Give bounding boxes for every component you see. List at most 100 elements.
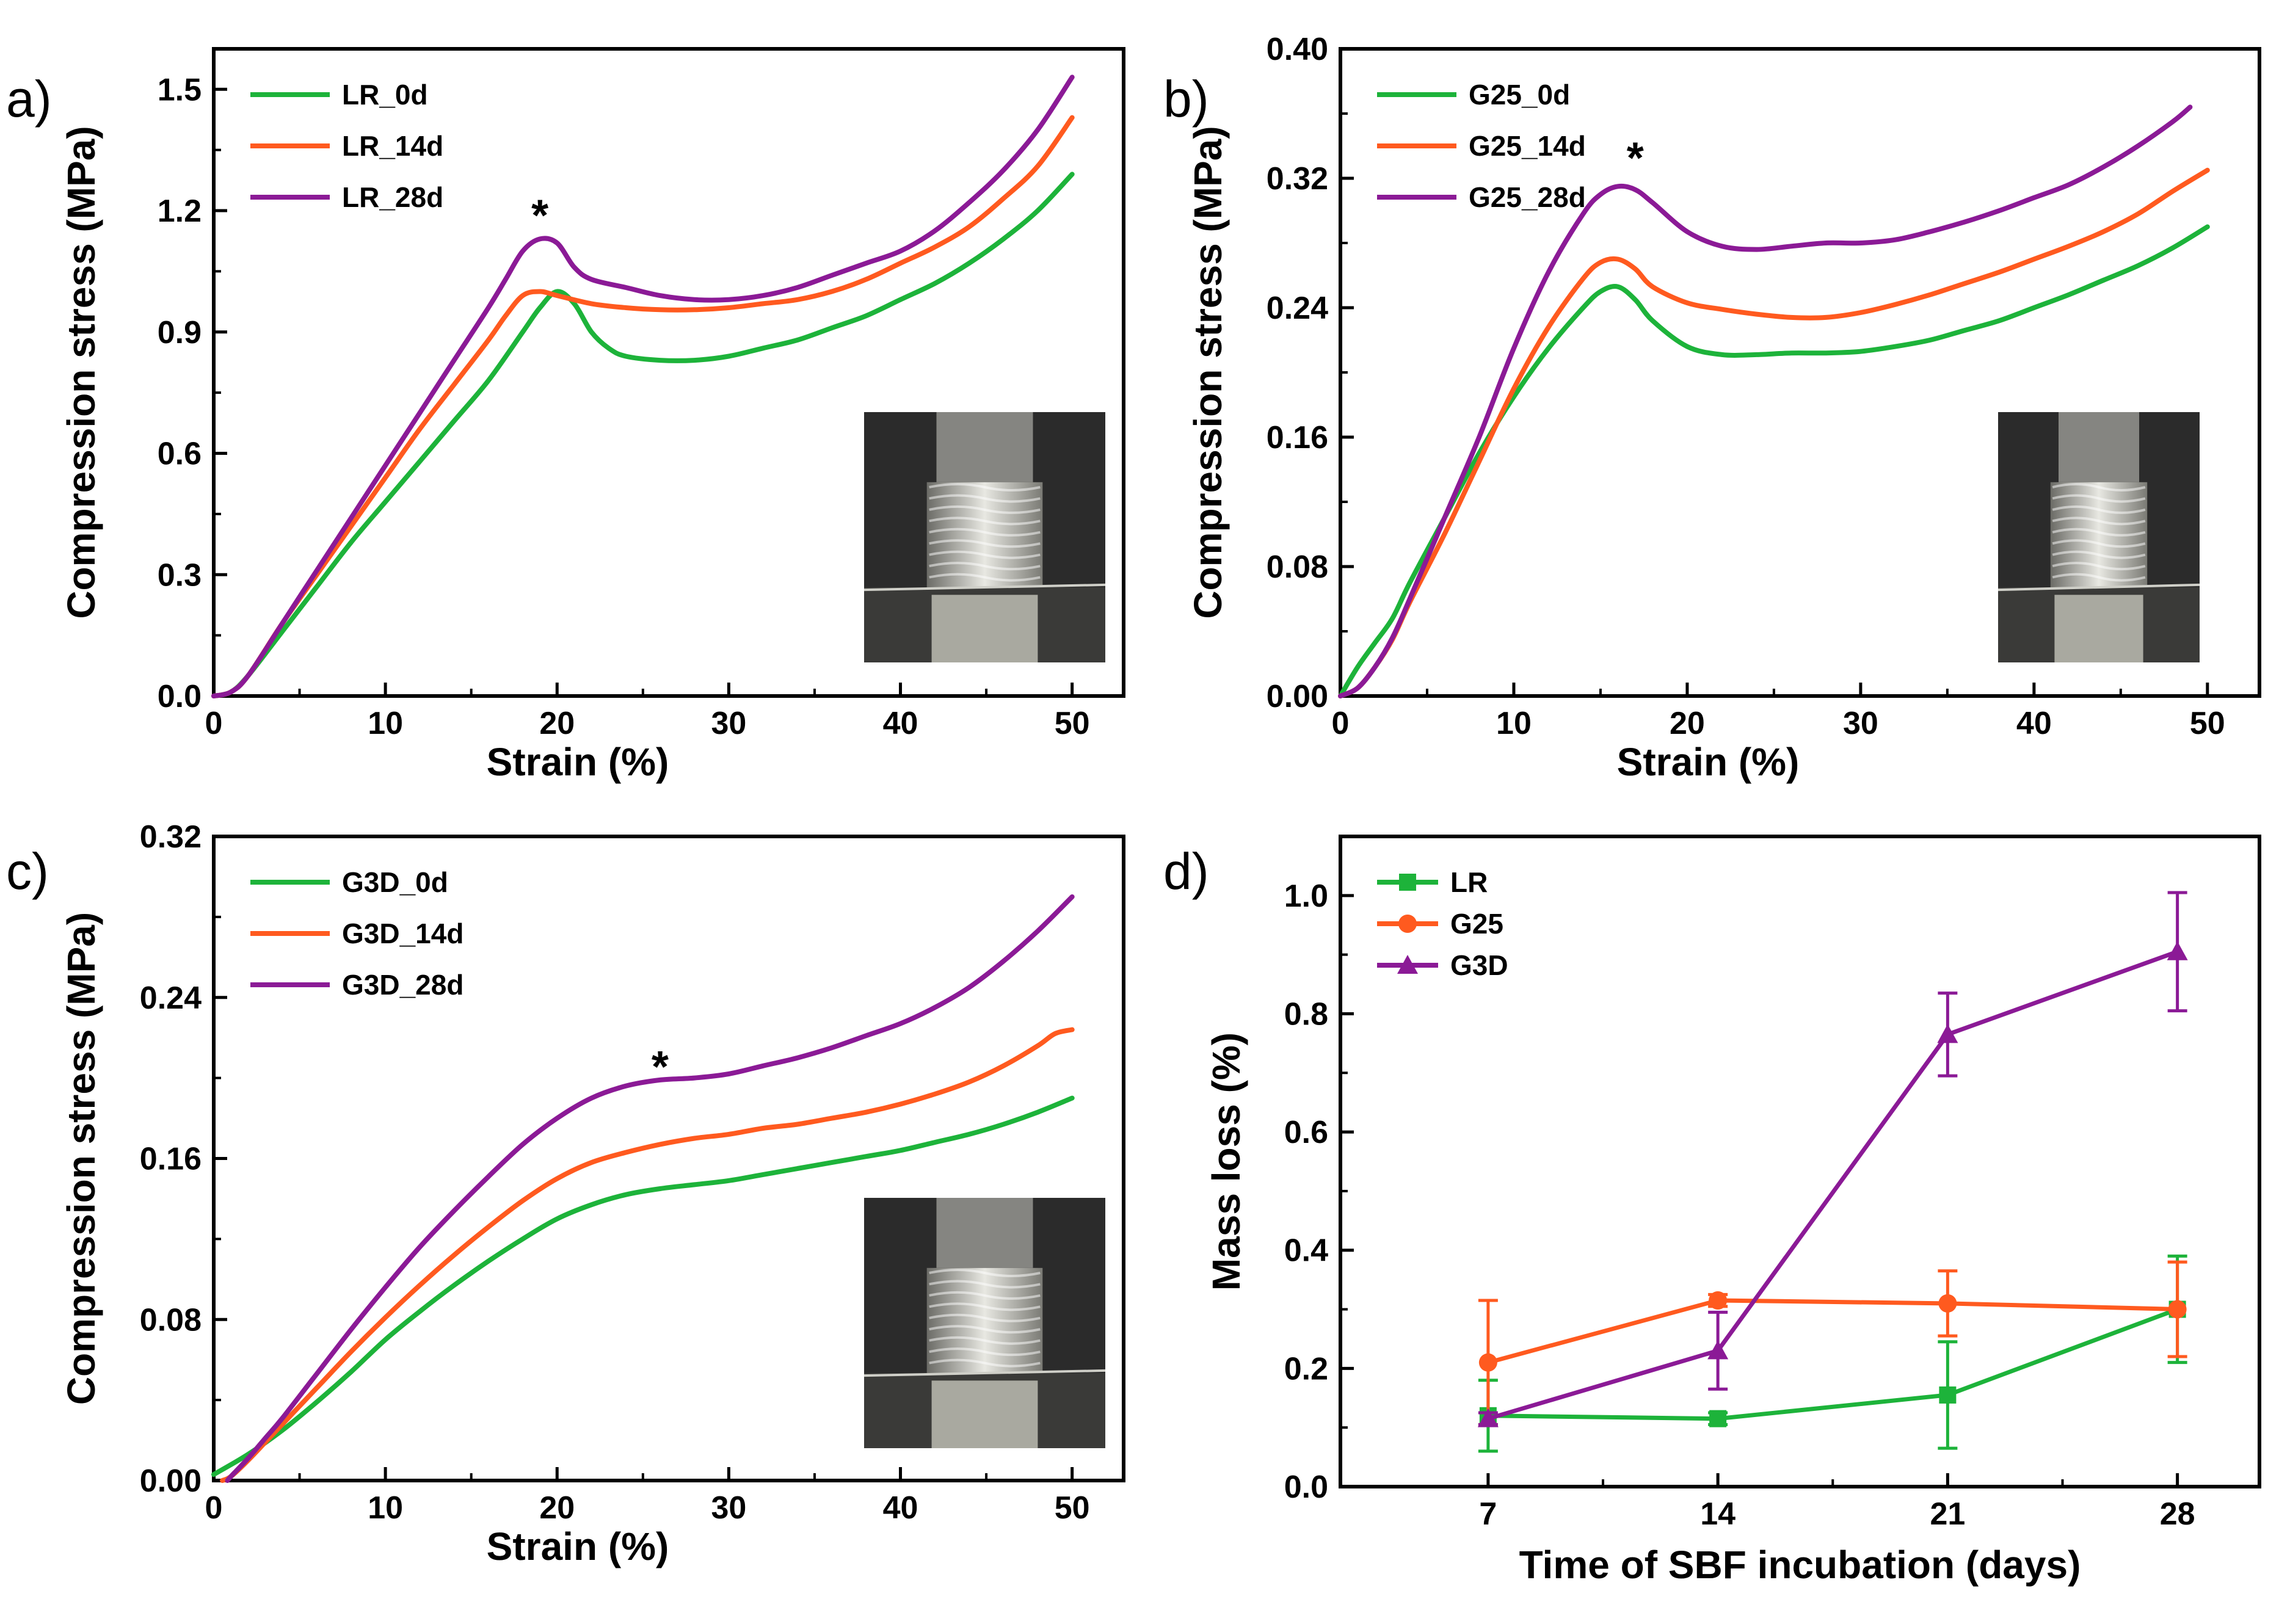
inset-photo (863, 1198, 1106, 1448)
series-line (1488, 1307, 2178, 1421)
x-tick-label: 14 (1700, 1496, 1736, 1532)
series-lr-0d (211, 172, 1075, 698)
y-axis-title: Compression stress (MPa) (59, 126, 103, 618)
series-g25-28d (1338, 104, 2193, 698)
series-line (1487, 949, 2178, 1421)
x-tick-label: 10 (1496, 706, 1532, 741)
y-tick-label: 0.00 (1267, 679, 1328, 714)
legend-item-lr-28d: LR_28d (250, 181, 443, 213)
x-tick-label: 30 (1843, 706, 1878, 741)
y-axis-title: Compression stress (MPa) (1186, 126, 1230, 618)
series-line (220, 1027, 1075, 1483)
legend-item-g3d-0d: G3D_0d (250, 866, 448, 898)
y-tick-label: 0.6 (158, 437, 202, 472)
data-point (1477, 1408, 1499, 1427)
legend: LR G25 G3D (1377, 866, 1508, 981)
legend-marker (1399, 874, 1416, 891)
y-tick-label: 1.0 (1284, 879, 1328, 914)
legend-label: G3D_0d (342, 866, 448, 898)
x-axis-title: Strain (%) (1617, 740, 1800, 784)
legend-item-g25-14d: G25_14d (1377, 130, 1586, 162)
series-g25 (1478, 1260, 2187, 1426)
x-tick-label: 50 (2190, 706, 2225, 741)
x-axis-title: Strain (%) (487, 740, 669, 784)
panel-label: c) (6, 843, 49, 900)
series-line (211, 1095, 1075, 1477)
x-tick-label: 0 (205, 1490, 223, 1526)
series-line (1338, 104, 2193, 698)
legend-label: LR_14d (342, 130, 443, 162)
legend-marker (1397, 955, 1418, 974)
series-line (1338, 167, 2210, 698)
y-tick-label: 0.16 (140, 1142, 202, 1177)
data-point (1478, 1353, 1497, 1372)
y-tick-label: 0.8 (1284, 996, 1328, 1032)
legend-label: LR (1450, 866, 1488, 898)
x-tick-label: 7 (1479, 1496, 1497, 1532)
inset-photo (863, 412, 1106, 662)
series-line (211, 172, 1075, 698)
y-tick-label: 0.9 (158, 315, 202, 350)
y-tick-label: 0.0 (1284, 1470, 1328, 1505)
x-tick-label: 0 (1332, 706, 1350, 741)
y-tick-label: 0.6 (1284, 1115, 1328, 1150)
panel-label: a) (6, 70, 52, 128)
x-tick-label: 40 (883, 1490, 918, 1526)
legend-item-g3d-28d: G3D_28d (250, 969, 463, 1001)
x-tick-label: 21 (1930, 1496, 1965, 1532)
legend-label: G25_28d (1469, 181, 1586, 213)
data-point (1937, 1024, 1958, 1043)
legend-item-g25-28d: G25_28d (1377, 181, 1586, 213)
x-tick-label: 40 (883, 706, 918, 741)
x-axis-title: Strain (%) (487, 1524, 669, 1568)
legend-label: LR_28d (342, 181, 443, 213)
series-lr (1478, 1254, 2187, 1453)
x-axis-title: Time of SBF incubation (days) (1519, 1543, 2081, 1587)
series-line (211, 74, 1075, 698)
series-line (1487, 1298, 2178, 1365)
chart-panel-b: b) 0 10 20 30 40 50 0.00 0.08 0.16 0.24 0.32 0.40 Str… (1163, 32, 2261, 784)
legend: G3D_0d G3D_14d G3D_28d (250, 866, 463, 1001)
inset-photo (1997, 412, 2200, 662)
data-point (2168, 1300, 2187, 1319)
legend: LR_0d LR_14d LR_28d (250, 79, 443, 213)
x-tick-label: 50 (1055, 706, 1090, 741)
y-tick-label: 0.4 (1284, 1233, 1328, 1269)
legend-label: G25 (1450, 908, 1503, 940)
series-line (225, 894, 1075, 1483)
x-tick-label: 28 (2160, 1496, 2195, 1532)
x-tick-label: 20 (539, 1490, 575, 1526)
x-tick-label: 30 (711, 706, 746, 741)
series-lr-28d (211, 74, 1075, 698)
chart-panel-c: c) 0 10 20 30 40 50 0.00 0.08 0.16 0.24 0.32 Strain … (6, 819, 1125, 1568)
y-tick-label: 0.08 (140, 1302, 202, 1338)
x-tick-label: 10 (368, 706, 403, 741)
y-tick-label: 1.2 (158, 194, 202, 229)
data-point (1709, 1410, 1727, 1427)
data-point (2167, 941, 2188, 960)
series-g3d-14d (220, 1027, 1075, 1483)
peak-annotation: * (652, 1043, 669, 1092)
legend-item-lr-14d: LR_14d (250, 130, 443, 162)
panel-label: b) (1163, 70, 1209, 128)
x-tick-label: 30 (711, 1490, 746, 1526)
y-tick-label: 0.3 (158, 557, 202, 593)
x-tick-label: 50 (1055, 1490, 1090, 1526)
legend-label: G25_14d (1469, 130, 1586, 162)
series-g3d-28d (225, 894, 1075, 1483)
legend-item-g3d-14d: G3D_14d (250, 918, 463, 949)
legend-label: LR_0d (342, 79, 428, 111)
series-g25-14d (1338, 167, 2210, 698)
y-tick-label: 0.32 (1267, 161, 1328, 197)
chart-panel-a: a) 0 10 20 30 40 50 0.0 0.3 0.6 0.9 1.2 1.5 Strain (%… (6, 47, 1125, 784)
legend-marker (1398, 915, 1417, 933)
legend-label: G3D_28d (342, 969, 463, 1001)
plot-frame (212, 47, 1125, 698)
legend: G25_0d G25_14d G25_28d (1377, 79, 1586, 213)
x-tick-label: 0 (205, 706, 223, 741)
plot-frame (1339, 835, 2261, 1488)
legend-item-g3d: G3D (1377, 949, 1508, 981)
y-tick-label: 0.2 (1284, 1351, 1328, 1387)
y-tick-label: 0.24 (140, 981, 202, 1016)
